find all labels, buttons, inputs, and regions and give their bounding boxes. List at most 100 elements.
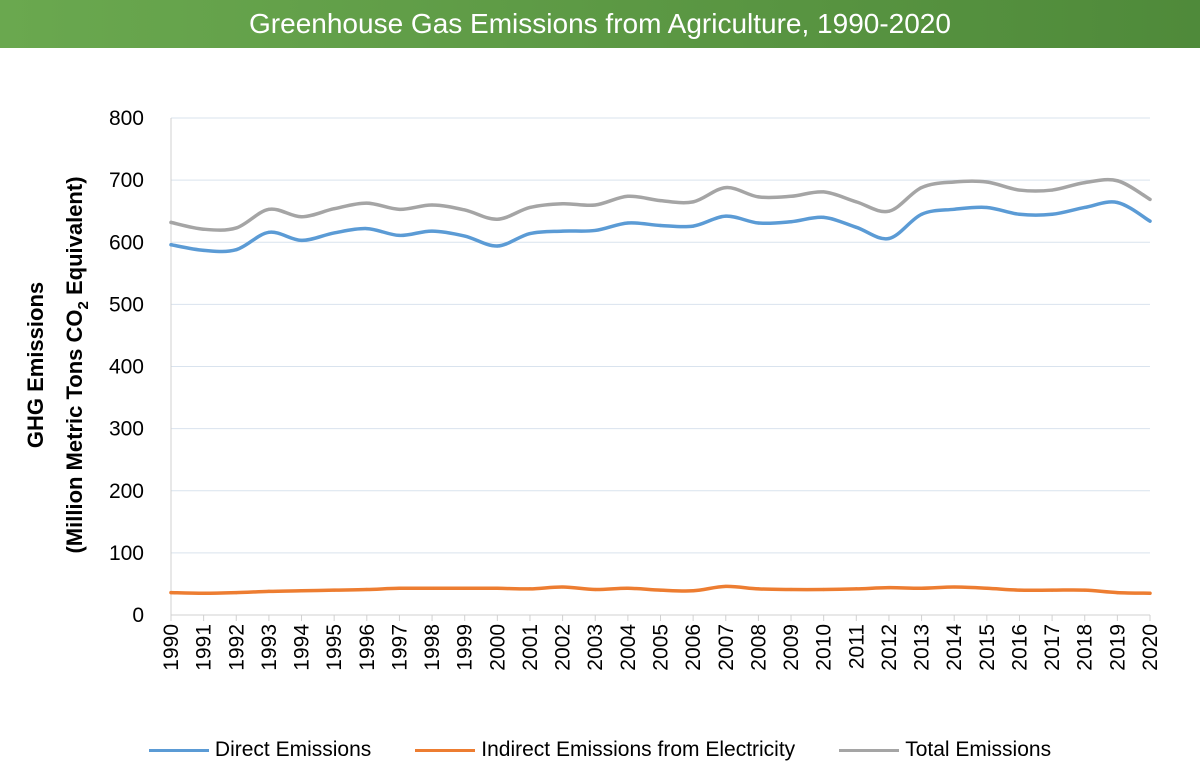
data-point-direct-2001	[528, 231, 532, 236]
data-point-total-1995	[332, 207, 336, 211]
data-point-total-1999	[463, 208, 467, 212]
data-point-total-2009	[789, 194, 793, 198]
y-tick-label-400: 400	[109, 356, 144, 379]
data-point-total-1992	[234, 226, 238, 230]
data-point-indirect-2019	[1115, 591, 1119, 595]
data-point-direct-2000	[495, 244, 499, 248]
x-tick-label-1995: 1995	[323, 624, 346, 671]
y-tick-label-100: 100	[109, 542, 144, 565]
data-point-direct-2019	[1115, 200, 1119, 205]
data-point-direct-2002	[561, 229, 565, 233]
chart-title: Greenhouse Gas Emissions from Agricultur…	[249, 8, 951, 39]
data-point-indirect-2000	[495, 586, 499, 590]
x-tick-label-2004: 2004	[617, 624, 640, 671]
data-point-total-1993	[267, 207, 271, 211]
data-point-indirect-1990	[169, 591, 173, 595]
legend-label-indirect: Indirect Emissions from Electricity	[481, 738, 796, 761]
data-point-indirect-2002	[561, 585, 565, 589]
data-point-indirect-2003	[593, 587, 597, 592]
axes	[170, 118, 1151, 621]
data-point-direct-2007	[724, 214, 728, 218]
x-tick-label-2016: 2016	[1008, 624, 1031, 671]
x-tick-label-1992: 1992	[225, 624, 248, 671]
x-tick-label-2011: 2011	[845, 624, 868, 669]
series-line-total	[169, 177, 1152, 232]
x-tick-label-1990: 1990	[160, 624, 183, 671]
x-tick-label-2001: 2001	[519, 624, 542, 671]
data-point-indirect-2010	[822, 587, 826, 592]
data-point-direct-2016	[1017, 212, 1022, 216]
data-point-direct-1994	[299, 238, 304, 242]
data-point-direct-2014	[952, 207, 956, 211]
data-point-total-2011	[854, 200, 858, 204]
data-point-direct-2015	[985, 205, 989, 210]
data-point-indirect-2013	[919, 586, 924, 590]
legend-swatch-total	[839, 748, 900, 752]
x-tick-label-2005: 2005	[650, 624, 673, 671]
data-point-total-2006	[691, 200, 695, 204]
data-point-direct-1997	[397, 233, 402, 238]
y-tick-label-800: 800	[109, 107, 144, 130]
data-point-indirect-1993	[267, 589, 271, 593]
x-tick-label-1996: 1996	[356, 624, 379, 671]
data-point-direct-2018	[1083, 205, 1087, 210]
data-point-indirect-2004	[626, 586, 630, 590]
x-tick-label-2014: 2014	[943, 624, 966, 671]
data-point-indirect-2007	[724, 584, 728, 589]
x-tick-label-1994: 1994	[291, 624, 314, 671]
data-point-total-2012	[887, 209, 891, 213]
data-point-direct-2013	[919, 212, 924, 216]
data-point-direct-2006	[691, 224, 695, 228]
legend-item-indirect: Indirect Emissions from Electricity	[415, 738, 795, 762]
x-tick-label-2007: 2007	[715, 624, 738, 671]
y-tick-label-300: 300	[109, 418, 144, 441]
data-point-direct-2012	[887, 236, 891, 241]
data-point-direct-1991	[202, 248, 206, 252]
y-axis-title-line2: (Million Metric Tons CO2 Equivalent)	[62, 176, 92, 553]
data-point-direct-1993	[267, 230, 271, 234]
x-tick-label-2012: 2012	[878, 624, 901, 671]
data-point-total-1994	[299, 215, 304, 219]
data-point-indirect-1994	[299, 589, 304, 593]
data-point-total-2017	[1050, 188, 1054, 192]
x-tick-label-2002: 2002	[552, 624, 575, 671]
legend-item-direct: Direct Emissions	[148, 738, 372, 762]
x-tick-label-2006: 2006	[682, 624, 705, 671]
x-tick-label-2003: 2003	[584, 624, 607, 671]
y-axis-title-suffix: Equivalent)	[62, 176, 87, 301]
data-point-indirect-2006	[691, 589, 695, 593]
x-tick-label-2008: 2008	[747, 624, 770, 671]
data-point-total-2013	[919, 185, 924, 190]
data-point-indirect-1992	[234, 591, 238, 595]
data-point-direct-2020	[1148, 219, 1152, 223]
x-tick-label-1993: 1993	[258, 624, 281, 671]
data-point-total-1990	[169, 220, 173, 224]
data-point-total-2014	[952, 180, 956, 184]
data-point-indirect-1998	[430, 586, 434, 590]
data-point-total-2003	[593, 203, 597, 207]
data-point-total-2020	[1148, 197, 1152, 201]
data-point-direct-2009	[789, 220, 793, 224]
data-point-total-2018	[1083, 181, 1087, 185]
x-tick-label-2018: 2018	[1074, 624, 1097, 671]
legend: Direct Emissions Indirect Emissions from…	[0, 735, 1200, 765]
y-tick-labels: 0 100 200 300 400 500 600 700 800	[109, 107, 144, 627]
data-point-total-2000	[495, 217, 499, 221]
x-tick-label-2015: 2015	[976, 624, 999, 671]
y-tick-label-600: 600	[109, 231, 144, 254]
legend-label-direct: Direct Emissions	[214, 738, 372, 761]
x-tick-label-1991: 1991	[193, 624, 216, 671]
x-tick-labels: 1990 1991 1992 1993 1994 1995 1996 1997 1998 1999…	[160, 624, 1162, 671]
data-point-indirect-1995	[332, 588, 336, 592]
data-point-total-2005	[658, 199, 663, 203]
data-point-indirect-2008	[756, 587, 761, 591]
title-bar: Greenhouse Gas Emissions from Agricultur…	[0, 0, 1200, 48]
data-point-direct-1996	[365, 226, 369, 231]
y-axis-title-prefix: (Million Metric Tons CO	[62, 310, 87, 554]
data-point-indirect-2009	[789, 587, 793, 592]
x-tick-label-1997: 1997	[388, 624, 411, 671]
data-point-total-1998	[430, 203, 434, 207]
data-point-indirect-1996	[365, 587, 369, 592]
legend-swatch-indirect	[415, 748, 476, 752]
data-point-total-2016	[1017, 188, 1022, 192]
